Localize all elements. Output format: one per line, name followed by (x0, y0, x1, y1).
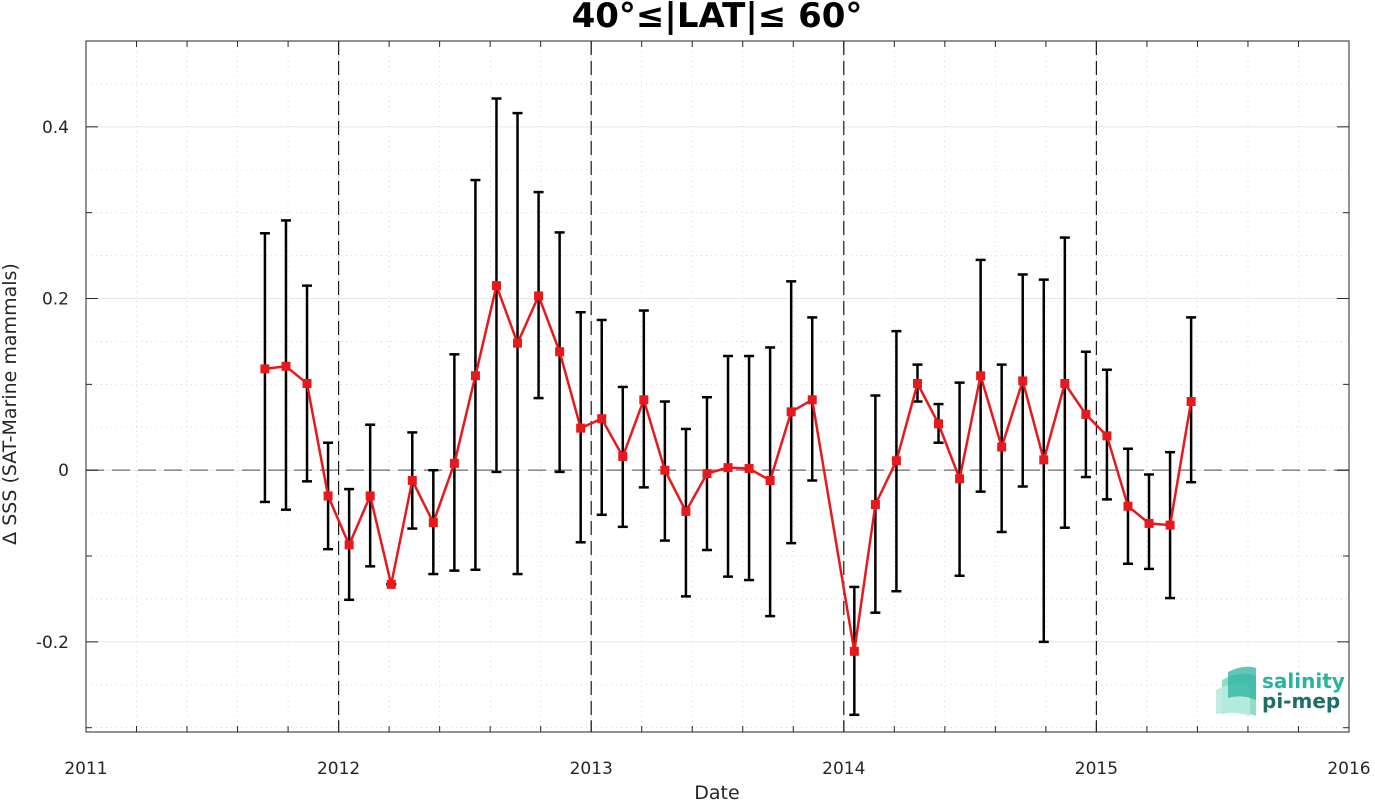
data-point-marker (912, 378, 922, 388)
data-point-marker (1060, 378, 1070, 388)
x-tick-label: 2015 (1075, 759, 1118, 779)
data-point-marker (955, 474, 965, 484)
data-point-marker (660, 465, 670, 475)
x-tick-label: 2012 (317, 759, 360, 779)
data-point-marker (1144, 518, 1154, 528)
axis-ticks (85, 40, 1350, 732)
data-point-marker (365, 491, 375, 501)
data-point-marker (428, 518, 438, 528)
x-tick-label: 2011 (64, 759, 107, 779)
data-point-marker (807, 395, 817, 405)
data-point-marker (765, 475, 775, 485)
wave-logo-icon (1216, 666, 1256, 716)
data-point-marker (723, 463, 733, 473)
data-point-marker (1039, 455, 1049, 465)
data-point-marker (597, 414, 607, 424)
data-point-marker (1102, 431, 1112, 441)
x-axis-label: Date (694, 782, 739, 801)
data-point-marker (702, 469, 712, 479)
y-axis-label: Δ SSS (SAT-Marine mammals) (0, 263, 21, 545)
data-point-marker (976, 371, 986, 381)
data-point-marker (281, 361, 291, 371)
data-point-marker (1081, 409, 1091, 419)
grid (85, 40, 1350, 732)
data-point-marker (449, 458, 459, 468)
series-line (264, 284, 1193, 653)
data-point-marker (870, 500, 880, 510)
data-point-marker (302, 378, 312, 388)
data-point-marker (744, 463, 754, 473)
y-tick-labels: -0.2 0 0.2 0.4 (36, 118, 69, 653)
data-point-marker (470, 371, 480, 381)
data-point-marker (1123, 501, 1133, 511)
data-point-marker (934, 419, 944, 429)
year-dividers (338, 41, 1098, 732)
data-point-marker (681, 506, 691, 516)
y-tick-label: -0.2 (36, 633, 69, 653)
data-point-marker (891, 456, 901, 466)
chart-title: 40°≤|LAT|≤ 60° (572, 0, 863, 36)
data-point-marker (786, 407, 796, 417)
x-tick-labels: 2011 2012 2013 2014 2015 2016 (64, 759, 1370, 779)
data-point-marker (407, 475, 417, 485)
data-point-marker (260, 364, 270, 374)
data-point-marker (534, 291, 544, 301)
data-point-marker (576, 423, 586, 433)
data-point-marker (618, 451, 628, 461)
data-point-marker (491, 281, 501, 291)
logo-text-salinity: salinity (1262, 669, 1345, 693)
data-point-marker (555, 347, 565, 357)
data-point-marker (639, 395, 649, 405)
logo-text-pi-mep: pi-mep (1262, 689, 1340, 713)
data-point-marker (513, 338, 523, 348)
y-tick-label: 0.2 (42, 290, 69, 310)
error-bars (259, 97, 1197, 717)
data-point-marker (997, 442, 1007, 452)
data-point-marker (849, 646, 859, 656)
x-tick-label: 2014 (822, 759, 865, 779)
plot-frame (85, 40, 1350, 733)
data-point-marker (323, 491, 333, 501)
salinity-pi-mep-logo: salinity pi-mep (1216, 666, 1345, 716)
data-point-marker (1165, 520, 1175, 530)
data-markers (260, 281, 1196, 656)
data-point-marker (344, 540, 354, 550)
data-point-marker (1018, 376, 1028, 386)
x-tick-label: 2013 (570, 759, 613, 779)
data-point-marker (386, 579, 396, 589)
x-tick-label: 2016 (1327, 759, 1370, 779)
y-tick-label: 0 (58, 461, 69, 481)
y-tick-label: 0.4 (42, 118, 69, 138)
data-point-marker (1186, 397, 1196, 407)
